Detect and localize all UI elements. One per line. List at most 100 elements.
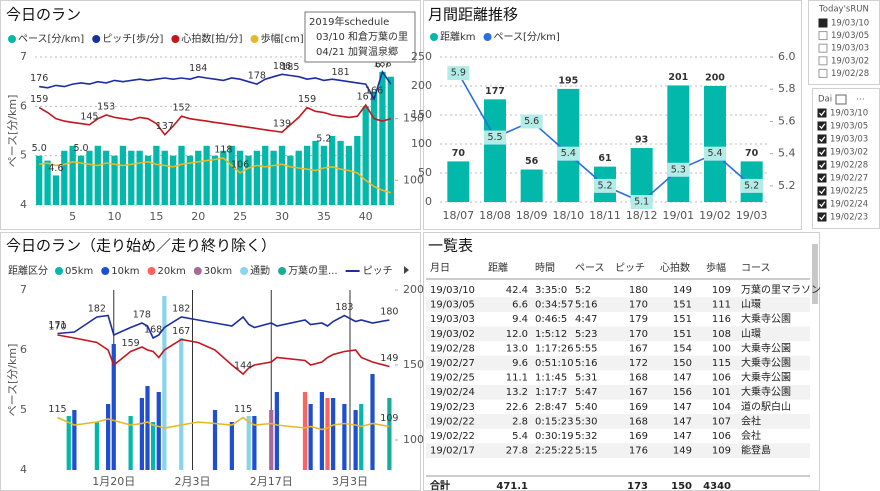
- column-header[interactable]: ピッチ: [615, 262, 645, 274]
- table-cell: 5:30: [575, 416, 597, 427]
- table-cell: 111: [712, 300, 731, 311]
- legend-label: 30km: [204, 266, 232, 277]
- annotation-box: [304, 11, 416, 63]
- slicer-item[interactable]: 19/02/27: [830, 174, 868, 184]
- row-stripe: [426, 443, 810, 458]
- y-tick-label: 7: [20, 283, 27, 296]
- table-cell: 3:35:0: [535, 285, 567, 296]
- slicer-item[interactable]: 19/02/28: [831, 69, 869, 79]
- table-cell: 0:15:23: [535, 416, 574, 427]
- table-cell: 5:15: [575, 446, 597, 457]
- slicer-item[interactable]: 19/03/03: [830, 135, 868, 145]
- table-cell: 169: [629, 431, 648, 442]
- table-cell: 19/02/25: [430, 373, 475, 384]
- checkbox[interactable]: [817, 186, 827, 196]
- bar: [354, 135, 361, 205]
- y2-tick-label: 5.6: [778, 114, 796, 127]
- legend-label: ペース[分/km]: [494, 31, 560, 43]
- more-icon[interactable]: ⋯: [856, 95, 865, 105]
- checkbox[interactable]: [817, 121, 827, 131]
- checkbox[interactable]: [818, 31, 828, 41]
- column-header[interactable]: 時間: [535, 262, 555, 274]
- scrollbar[interactable]: [812, 244, 818, 304]
- checkbox[interactable]: [818, 68, 828, 78]
- column-header[interactable]: 歩幅: [706, 261, 726, 274]
- data-label: 153: [97, 101, 115, 112]
- data-label: 118: [214, 145, 232, 156]
- data-label: 56: [525, 156, 539, 167]
- annotation-text: 2019年schedule: [309, 15, 389, 28]
- legend-swatch: [92, 35, 101, 43]
- y-tick-label: 5: [20, 149, 27, 162]
- table-cell: 22.6: [506, 402, 528, 413]
- data-label: 176: [30, 73, 48, 84]
- slicer-item[interactable]: 19/03/03: [831, 44, 869, 54]
- slicer-item[interactable]: 19/02/23: [830, 213, 868, 223]
- table-cell: 5:47: [575, 387, 597, 398]
- legend-swatch: [430, 33, 438, 41]
- slicer-item[interactable]: 19/02/24: [830, 200, 868, 210]
- data-label: 5.0: [73, 143, 88, 154]
- x-tick-label: 18/12: [626, 209, 658, 222]
- table-cell: 13.2: [506, 387, 528, 398]
- checkbox[interactable]: [817, 173, 827, 183]
- checkbox[interactable]: [817, 160, 827, 170]
- row-stripe: [426, 297, 810, 312]
- bar: [370, 91, 378, 205]
- checkbox[interactable]: [817, 212, 827, 222]
- slicer-item[interactable]: 19/02/28: [830, 161, 868, 171]
- bar: [269, 410, 274, 470]
- slicer-item[interactable]: 19/03/02: [831, 56, 869, 66]
- focus-icon[interactable]: [835, 94, 847, 105]
- slicer-item[interactable]: 19/03/05: [831, 31, 869, 41]
- bar: [212, 410, 218, 470]
- bar: [262, 145, 269, 205]
- data-label: 168: [144, 325, 162, 336]
- bar: [145, 386, 150, 470]
- column-header[interactable]: 距離: [488, 261, 508, 274]
- checkbox[interactable]: [817, 108, 827, 118]
- slicer-item[interactable]: 19/03/10: [830, 109, 868, 119]
- checkbox[interactable]: [817, 199, 827, 209]
- legend-label: 距離km: [440, 30, 476, 43]
- table-cell: 4:47: [575, 314, 597, 325]
- checkbox[interactable]: [818, 56, 828, 66]
- column-header[interactable]: ペース: [575, 263, 605, 274]
- data-label: 182: [172, 304, 190, 315]
- table-cell: 大乗寺公園: [741, 312, 791, 325]
- slicer-item[interactable]: 19/03/10: [831, 19, 869, 29]
- data-label: 70: [452, 148, 466, 159]
- data-label: 5.2: [744, 180, 759, 191]
- table-cell: 27.8: [506, 446, 528, 457]
- bar: [312, 140, 319, 205]
- bar: [136, 150, 143, 205]
- bar: [111, 155, 118, 205]
- check-mark: [819, 110, 826, 117]
- bar: [36, 155, 43, 205]
- slicer-item[interactable]: 19/02/25: [830, 187, 868, 197]
- data-label: 70: [745, 148, 759, 159]
- bar: [139, 398, 144, 470]
- data-label: 184: [189, 63, 207, 74]
- annotation-text: 03/10 和倉万葉の里: [316, 30, 408, 43]
- x-tick-label: 25: [233, 210, 247, 223]
- checkbox[interactable]: [817, 147, 827, 157]
- bar: [484, 99, 506, 202]
- x-tick-label: 40: [359, 210, 373, 223]
- legend-next[interactable]: [404, 266, 409, 274]
- y-tick-label: 250: [411, 50, 432, 63]
- checkbox[interactable]: [817, 134, 827, 144]
- table-cell: 5.4: [512, 431, 528, 442]
- column-header[interactable]: 心拍数: [660, 261, 690, 274]
- table-cell: 2:8:47: [535, 402, 567, 413]
- x-tick-label: 19/03: [736, 209, 768, 222]
- table-total: 173: [627, 481, 648, 491]
- slicer-item[interactable]: 19/03/02: [830, 148, 868, 158]
- column-header[interactable]: コース: [741, 263, 771, 274]
- slicer-item[interactable]: 19/03/05: [830, 122, 868, 132]
- table-cell: 168: [629, 416, 648, 427]
- checkbox[interactable]: [818, 18, 828, 28]
- checkbox[interactable]: [818, 43, 828, 53]
- column-header[interactable]: 月日: [430, 262, 450, 274]
